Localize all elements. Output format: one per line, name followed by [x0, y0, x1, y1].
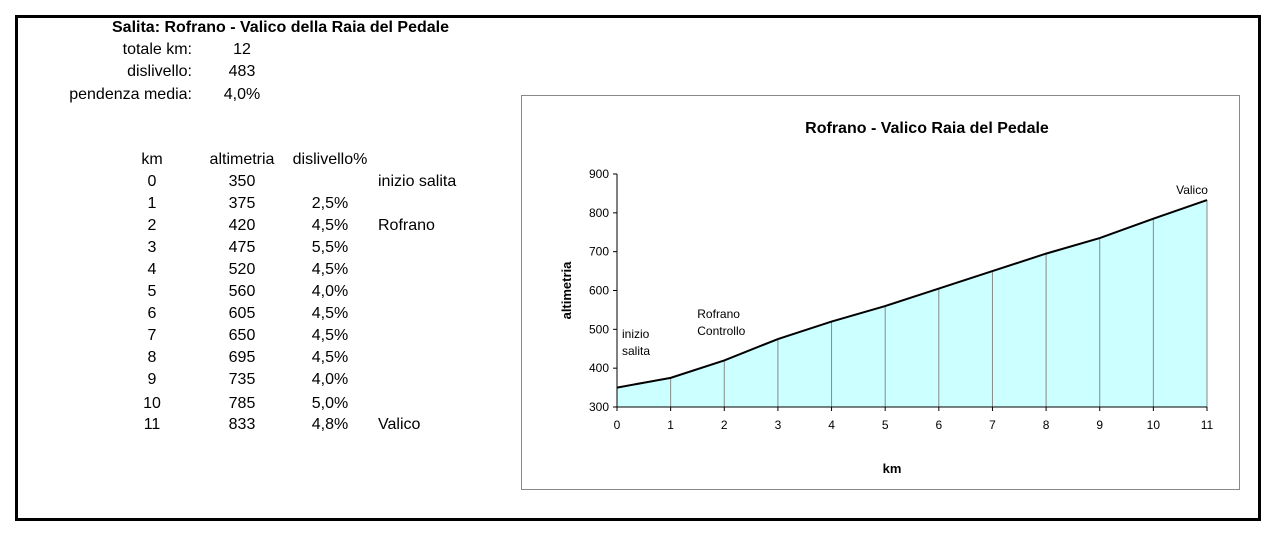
x-axis-label: km [883, 461, 902, 476]
cell-dislivello: 2,5% [311, 195, 349, 212]
y-tick-label: 600 [589, 284, 609, 298]
cell-altimetria: 785 [228, 395, 256, 412]
cell-dislivello: 5,0% [311, 395, 349, 412]
table-header-km: km [141, 151, 163, 168]
area-fill [617, 200, 1207, 407]
x-tick-label: 8 [1043, 418, 1050, 432]
elevation-chart: Rofrano - Valico Raia del Pedale30040050… [559, 120, 1214, 476]
y-tick-label: 500 [589, 322, 609, 336]
cell-altimetria: 350 [228, 173, 256, 190]
cell-km: 7 [147, 327, 157, 344]
cell-km: 0 [147, 173, 157, 190]
cell-note: Rofrano [378, 217, 435, 234]
y-tick-label: 400 [589, 361, 609, 375]
annotation-label: salita [622, 344, 650, 358]
x-tick-label: 3 [775, 418, 782, 432]
chart-area: Rofrano - Valico Raia del Pedale 300 400 50… [521, 95, 1240, 490]
series-line [616, 199, 1208, 389]
cell-dislivello: 4,5% [311, 349, 349, 366]
stat-label-pendenza: pendenza media: [69, 86, 192, 103]
cell-dislivello: 4,5% [311, 305, 349, 322]
x-tick-label: 2 [721, 418, 728, 432]
stat-value-dislivello: 483 [228, 63, 256, 80]
cell-altimetria: 520 [228, 261, 256, 278]
cell-km: 6 [147, 305, 157, 322]
cell-altimetria: 420 [228, 217, 256, 234]
cell-dislivello: 5,5% [311, 239, 349, 256]
cell-km: 2 [147, 217, 157, 234]
chart-title: Rofrano - Valico Raia del Pedale [805, 120, 1049, 137]
cell-dislivello: 4,5% [311, 327, 349, 344]
x-tick-label: 7 [989, 418, 996, 432]
x-tick-label: 5 [882, 418, 889, 432]
cell-dislivello: 4,0% [311, 371, 349, 388]
x-tick-label: 1 [667, 418, 674, 432]
annotation-label: Rofrano [697, 307, 740, 321]
y-axis-label: altimetria [559, 261, 574, 320]
stat-value-total-km: 12 [233, 41, 251, 58]
stat-label-total-km: totale km: [122, 41, 192, 58]
cell-altimetria: 695 [228, 349, 256, 366]
cell-altimetria: 560 [228, 283, 256, 300]
x-tick-label: 11 [1201, 418, 1214, 432]
annotation-label: inizio [622, 327, 650, 341]
cell-altimetria: 605 [228, 305, 256, 322]
y-tick-label: 700 [589, 245, 609, 259]
annotation-label: Controllo [697, 324, 745, 338]
table-header-altimetria: altimetria [209, 151, 275, 168]
cell-dislivello: 4,5% [311, 261, 349, 278]
annotation-label: Valico [1176, 183, 1208, 197]
cell-km: 10 [143, 395, 161, 412]
climb-title: Salita: Rofrano - Valico della Raia del … [112, 19, 449, 36]
cell-km: 8 [147, 349, 157, 366]
cell-dislivello: 4,0% [311, 283, 349, 300]
y-tick-label: 300 [589, 400, 609, 414]
cell-altimetria: 375 [228, 195, 256, 212]
cell-km: 9 [147, 371, 157, 388]
cell-note: Valico [378, 416, 421, 433]
cell-altimetria: 735 [228, 371, 256, 388]
cell-dislivello: 4,8% [311, 416, 349, 433]
cell-altimetria: 650 [228, 327, 256, 344]
sheet-frame [15, 15, 1261, 521]
cell-km: 11 [143, 416, 161, 433]
cell-altimetria: 475 [228, 239, 256, 256]
stat-label-dislivello: dislivello: [127, 63, 192, 80]
stat-value-pendenza: 4,0% [223, 86, 261, 103]
y-tick-label: 800 [589, 206, 609, 220]
cell-km: 5 [147, 283, 157, 300]
x-tick-label: 0 [614, 418, 621, 432]
x-tick-label: 6 [935, 418, 942, 432]
x-tick-label: 9 [1096, 418, 1103, 432]
cell-altimetria: 833 [228, 416, 256, 433]
x-tick-label: 10 [1147, 418, 1161, 432]
y-tick-label: 900 [589, 167, 609, 181]
table-header-dislivello: dislivello% [292, 151, 368, 168]
cell-km: 3 [147, 239, 157, 256]
x-tick-label: 4 [828, 418, 835, 432]
cell-note: inizio salita [378, 173, 457, 190]
cell-km: 1 [147, 195, 157, 212]
cell-dislivello: 4,5% [311, 217, 349, 234]
cell-km: 4 [147, 261, 157, 278]
